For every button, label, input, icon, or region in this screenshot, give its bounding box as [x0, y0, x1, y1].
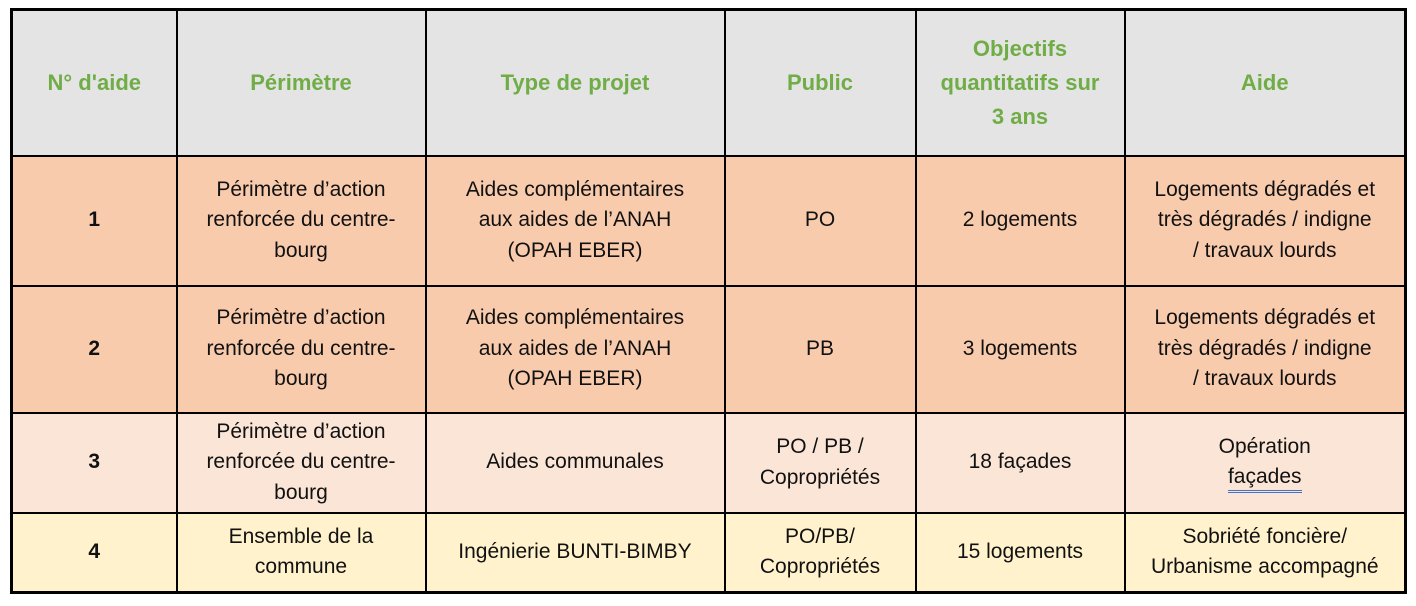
- cell-type-projet: Aides complémentaires aux aides de l’ANA…: [424, 284, 726, 414]
- aid-program-table: N° d'aide Périmètre Type de projet Publi…: [10, 8, 1407, 594]
- cell-aid-number: 4: [10, 511, 178, 594]
- cell-aid-number: 1: [10, 154, 178, 287]
- cell-objectifs: 18 façades: [914, 411, 1126, 514]
- cell-perimetre: Périmètre d’action renforcée du centre- …: [175, 411, 427, 514]
- cell-objectifs: 2 logements: [914, 154, 1126, 287]
- cell-type-projet: Aides communales: [424, 411, 726, 514]
- cell-aide: Logements dégradés et très dégradés / in…: [1123, 284, 1407, 414]
- table-row: 2 Périmètre d’action renforcée du centre…: [10, 284, 1407, 414]
- cell-aide: Sobriété foncière/ Urbanisme accompagné: [1123, 511, 1407, 594]
- facades-link[interactable]: façades: [1227, 464, 1302, 494]
- cell-type-projet: Ingénierie BUNTI-BIMBY: [424, 511, 726, 594]
- header-cell-objectifs: Objectifs quantitatifs sur 3 ans: [914, 8, 1126, 157]
- table-row: 3 Périmètre d’action renforcée du centre…: [10, 411, 1407, 514]
- cell-objectifs: 3 logements: [914, 284, 1126, 414]
- cell-aide: Logements dégradés et très dégradés / in…: [1123, 154, 1407, 287]
- cell-aid-number: 2: [10, 284, 178, 414]
- cell-public: PO / PB / Copropriétés: [723, 411, 917, 514]
- cell-perimetre: Périmètre d’action renforcée du centre- …: [175, 284, 427, 414]
- cell-perimetre: Ensemble de la commune: [175, 511, 427, 594]
- header-cell-aide: Aide: [1123, 8, 1407, 157]
- cell-objectifs: 15 logements: [914, 511, 1126, 594]
- cell-aid-number: 3: [10, 411, 178, 514]
- header-row: N° d'aide Périmètre Type de projet Publi…: [10, 8, 1407, 157]
- cell-public: PO/PB/ Copropriétés: [723, 511, 917, 594]
- cell-aide: Opération façades: [1123, 411, 1407, 514]
- cell-public: PB: [723, 284, 917, 414]
- cell-type-projet: Aides complémentaires aux aides de l’ANA…: [424, 154, 726, 287]
- cell-public: PO: [723, 154, 917, 287]
- header-cell-aid-number: N° d'aide: [10, 8, 178, 157]
- aide-operation-label: Opération: [1218, 434, 1311, 458]
- cell-perimetre: Périmètre d’action renforcée du centre- …: [175, 154, 427, 287]
- header-cell-type-projet: Type de projet: [424, 8, 726, 157]
- table-row: 4 Ensemble de la commune Ingénierie BUNT…: [10, 511, 1407, 594]
- header-cell-public: Public: [723, 8, 917, 157]
- table-row: 1 Périmètre d’action renforcée du centre…: [10, 154, 1407, 287]
- header-cell-perimetre: Périmètre: [175, 8, 427, 157]
